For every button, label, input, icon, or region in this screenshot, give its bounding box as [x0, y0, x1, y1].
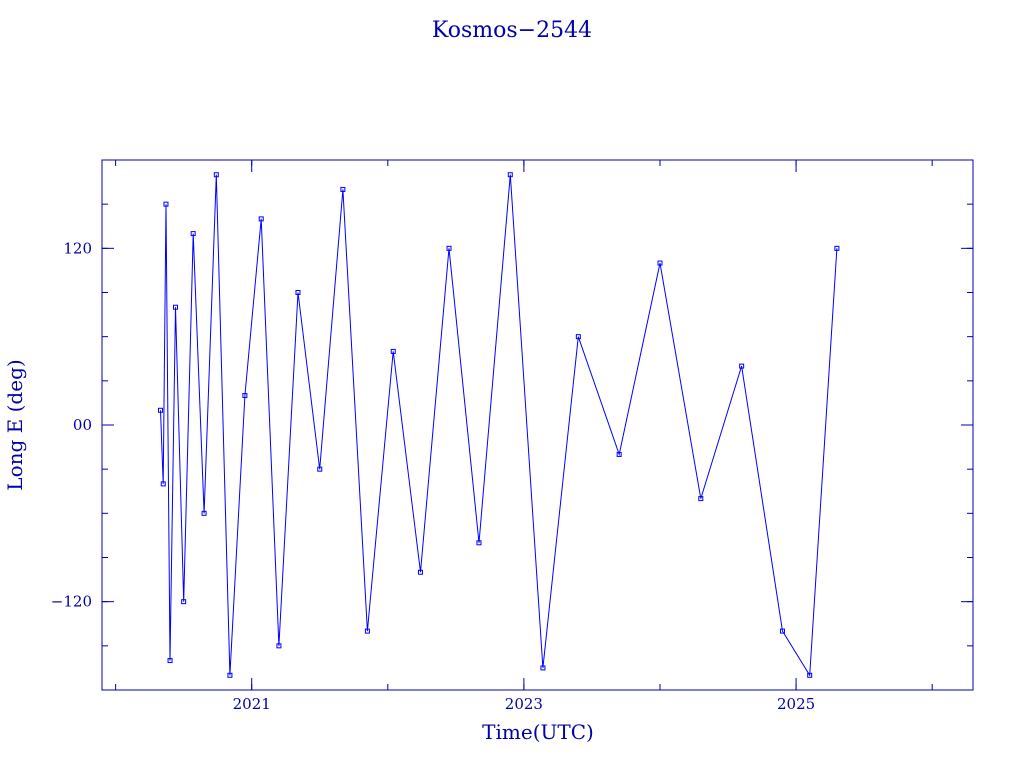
data-point [190, 231, 196, 237]
plot-area [158, 172, 840, 678]
x-axis-label: Time(UTC) [482, 720, 594, 744]
data-point [201, 510, 207, 516]
data-point [657, 260, 663, 266]
data-point [507, 172, 513, 178]
series-group [158, 172, 840, 678]
data-point [158, 407, 164, 413]
data-point [167, 658, 173, 664]
plot-frame [101, 159, 974, 691]
data-point [213, 172, 219, 178]
data-point [476, 540, 482, 546]
x-tick-label: 2023 [505, 695, 543, 713]
data-point [172, 304, 178, 310]
data-point [340, 186, 346, 192]
data-point [160, 481, 166, 487]
y-tick-label: 120 [63, 239, 92, 257]
data-point [163, 201, 169, 207]
data-point [834, 245, 840, 251]
y-axis-label: Long E (deg) [3, 359, 27, 490]
axis-ticks: 2021 2023 2025 −120 00 120 [51, 160, 973, 713]
data-point [181, 599, 187, 605]
data-point [258, 216, 264, 222]
data-point [295, 290, 301, 295]
data-point [317, 466, 323, 472]
data-point [417, 569, 423, 575]
data-point [698, 496, 704, 502]
data-point [779, 628, 785, 634]
data-point [616, 451, 622, 457]
data-point [276, 643, 282, 649]
data-point [242, 393, 248, 399]
y-tick-label: 00 [73, 416, 92, 434]
chart-title: Kosmos−2544 [432, 18, 592, 43]
y-tick-label: −120 [51, 593, 92, 611]
data-point [739, 363, 745, 369]
data-point [446, 245, 452, 251]
series-line [160, 174, 838, 677]
x-tick-label: 2021 [233, 695, 271, 713]
data-point [540, 665, 546, 671]
data-point [807, 672, 813, 678]
x-tick-label: 2025 [777, 695, 815, 713]
data-point [390, 348, 396, 354]
data-point [227, 672, 233, 678]
data-point [575, 334, 581, 340]
data-point [364, 628, 370, 634]
